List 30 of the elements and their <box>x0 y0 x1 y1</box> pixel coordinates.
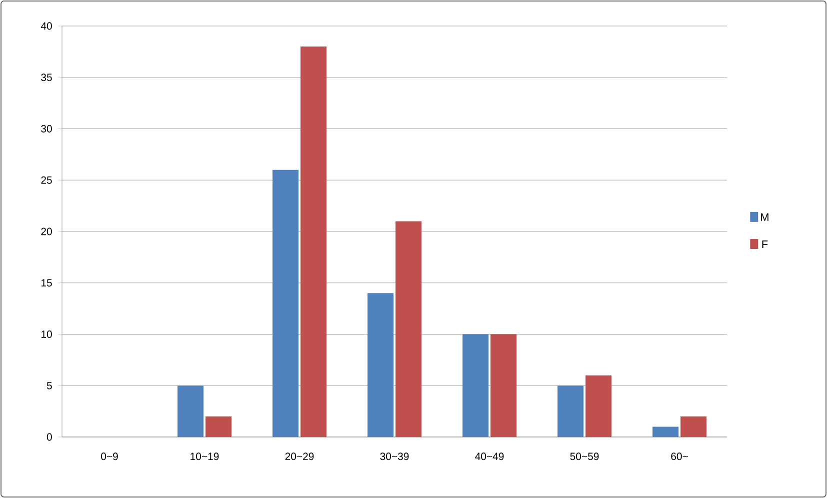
bar <box>272 170 299 437</box>
y-tick-label: 30 <box>41 125 52 132</box>
bar <box>300 46 327 437</box>
bar <box>178 386 204 437</box>
y-tick-label: 5 <box>46 382 52 390</box>
y-tick-label: 20 <box>41 228 52 236</box>
x-tick-label: 60~ <box>671 452 688 460</box>
y-tick-label: 10 <box>41 330 52 338</box>
bar <box>558 386 584 437</box>
x-tick-label: 50~59 <box>570 452 599 460</box>
y-tick-label: 40 <box>40 22 52 30</box>
x-tick-label: 30~39 <box>380 452 409 460</box>
bar <box>586 375 612 437</box>
x-tick-label: 40~49 <box>475 452 504 460</box>
legend-label: M <box>761 213 768 221</box>
bar <box>680 416 706 437</box>
y-tick-label: 35 <box>41 74 52 82</box>
bar <box>652 426 679 437</box>
y-tick-label: 0 <box>46 433 52 441</box>
bar <box>396 221 422 437</box>
x-tick-label: 20~29 <box>285 452 314 460</box>
x-tick-label: 10~19 <box>190 452 219 460</box>
bar <box>490 334 517 437</box>
legend-label: F <box>762 240 768 248</box>
y-tick-label: 25 <box>41 176 52 184</box>
y-tick-label: 15 <box>41 279 52 287</box>
bar <box>368 293 394 437</box>
bar <box>462 334 489 437</box>
bar <box>206 416 232 437</box>
x-tick-label: 0~9 <box>101 452 118 460</box>
